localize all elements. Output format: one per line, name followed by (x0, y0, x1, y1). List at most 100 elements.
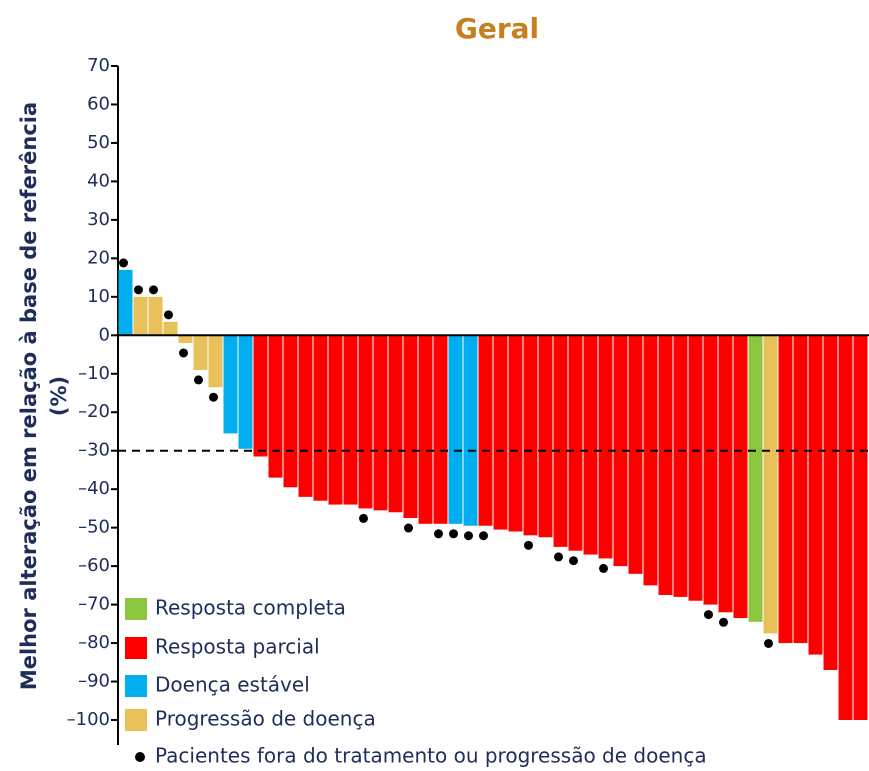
y-tick-label: –40 (78, 478, 110, 499)
y-tick-label: 10 (87, 286, 110, 307)
off-treatment-dot (209, 392, 218, 402)
bar (718, 335, 733, 613)
bar (478, 335, 493, 526)
bar (388, 335, 403, 513)
y-tick-label: 70 (87, 55, 110, 76)
bar (148, 296, 163, 336)
bar (433, 335, 448, 524)
off-treatment-dot (599, 563, 608, 573)
bar (313, 335, 328, 501)
y-tick-label: 30 (87, 209, 110, 230)
bar (193, 335, 208, 370)
bar (598, 335, 613, 559)
bar (343, 335, 358, 505)
legend-swatch (125, 709, 147, 731)
bar (403, 335, 418, 519)
bar (493, 335, 508, 530)
y-tick-label: 20 (87, 247, 110, 268)
bar (658, 335, 673, 595)
y-tick-label: –20 (78, 401, 110, 422)
legend-label: Doença estável (155, 673, 310, 697)
y-tick-label: –70 (78, 594, 110, 615)
bar (838, 335, 853, 720)
legend-swatch (125, 637, 147, 659)
bar (223, 335, 238, 434)
y-tick-label: 0 (99, 324, 110, 345)
y-tick-label: –100 (67, 709, 110, 730)
y-axis-label: (%) (47, 376, 71, 416)
bar (328, 335, 343, 505)
off-treatment-dot (464, 531, 473, 541)
bar (643, 335, 658, 586)
legend-swatch (125, 675, 147, 697)
bar (628, 335, 643, 574)
bar (418, 335, 433, 524)
bar (688, 335, 703, 601)
y-tick-label: –90 (78, 671, 110, 692)
bar (673, 335, 688, 597)
off-treatment-dot (194, 375, 203, 385)
legend-dot (135, 752, 145, 762)
legend-label: Resposta parcial (155, 635, 320, 659)
bar (778, 335, 793, 644)
bar (283, 335, 298, 488)
y-tick-label: –10 (78, 363, 110, 384)
bar (298, 335, 313, 497)
bar (703, 335, 718, 605)
legend-label: Pacientes fora do tratamento ou progress… (155, 744, 707, 768)
off-treatment-dot (449, 529, 458, 539)
bar (523, 335, 538, 536)
off-treatment-dot (554, 552, 563, 562)
bar (763, 335, 778, 634)
bar (373, 335, 388, 511)
bar (568, 335, 583, 551)
legend-swatch (125, 598, 147, 620)
legend-label: Progressão de doença (155, 707, 376, 731)
bar (448, 335, 463, 524)
bar (508, 335, 523, 532)
bar (163, 321, 178, 336)
y-tick-label: 60 (87, 93, 110, 114)
off-treatment-dot (704, 610, 713, 620)
off-treatment-dot (149, 285, 158, 295)
bar (748, 335, 763, 622)
chart-title: Geral (455, 12, 539, 45)
bar (793, 335, 808, 644)
y-tick-label: –30 (78, 440, 110, 461)
bar (853, 335, 868, 720)
y-axis-label: Melhor alteração em relação à base de re… (17, 102, 41, 690)
bar (613, 335, 628, 567)
bar (118, 269, 133, 336)
y-tick-label: –50 (78, 517, 110, 538)
off-treatment-dot (719, 617, 728, 627)
bar (208, 335, 223, 388)
off-treatment-dot (764, 638, 773, 648)
bar (538, 335, 553, 538)
bar (133, 296, 148, 336)
bar (268, 335, 283, 478)
bar (463, 335, 478, 526)
bar (238, 335, 253, 449)
legend-label: Resposta completa (155, 596, 346, 620)
off-treatment-dot (164, 310, 173, 320)
bar (823, 335, 838, 670)
off-treatment-dot (479, 531, 488, 541)
bar (583, 335, 598, 555)
y-tick-label: 40 (87, 170, 110, 191)
off-treatment-dot (179, 348, 188, 358)
bar (733, 335, 748, 619)
off-treatment-dot (119, 258, 128, 268)
y-tick-label: 50 (87, 132, 110, 153)
y-tick-label: –80 (78, 632, 110, 653)
off-treatment-dot (434, 529, 443, 539)
y-tick-label: –60 (78, 555, 110, 576)
off-treatment-dot (569, 556, 578, 566)
bar (553, 335, 568, 547)
bar (253, 335, 268, 457)
bar (358, 335, 373, 509)
off-treatment-dot (524, 540, 533, 550)
off-treatment-dot (134, 285, 143, 295)
off-treatment-dot (359, 513, 368, 523)
bar (808, 335, 823, 655)
